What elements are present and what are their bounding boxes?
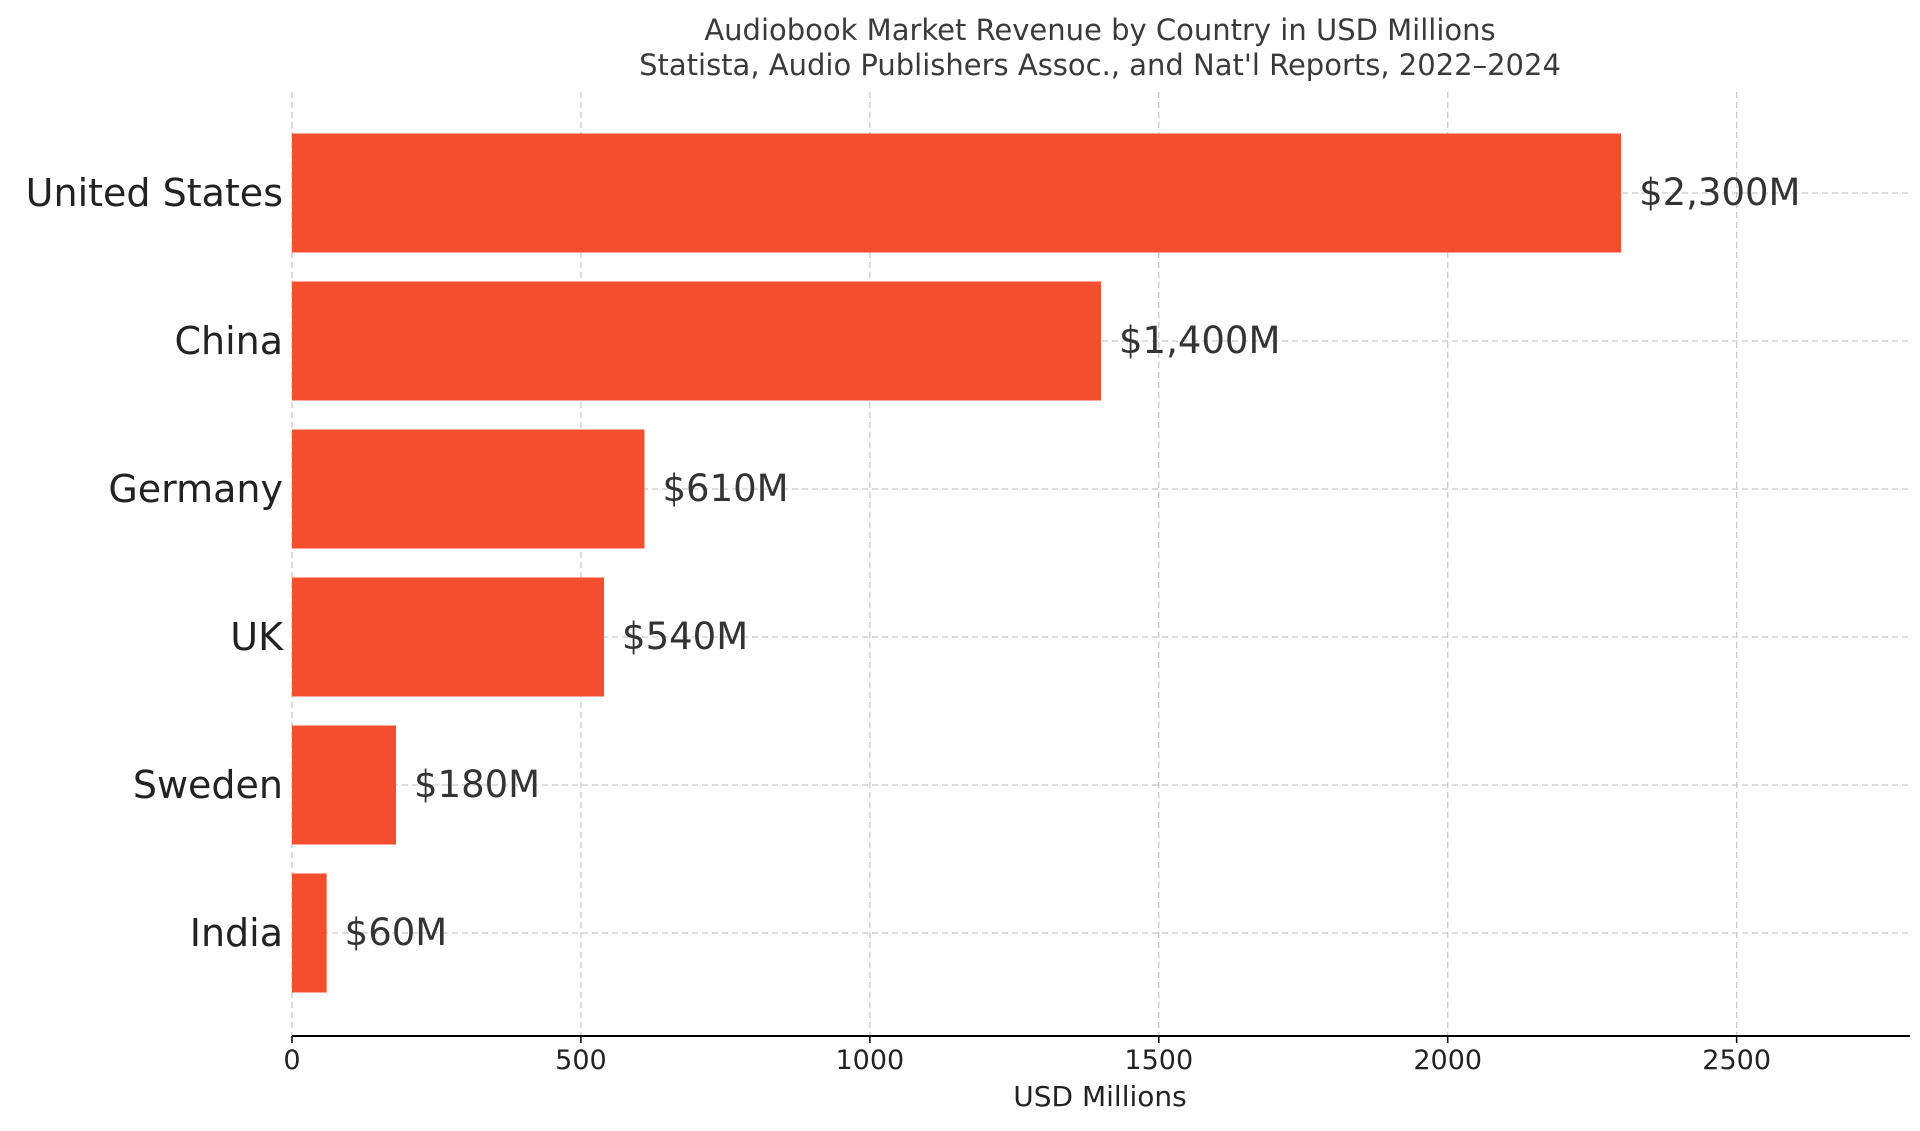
category-label-united-states: United States — [26, 171, 283, 215]
category-label-india: India — [190, 911, 283, 955]
x-tick-label: 1500 — [1124, 1045, 1193, 1076]
category-label-uk: UK — [230, 615, 284, 659]
grid — [291, 92, 1910, 1036]
chart-title: Audiobook Market Revenue by Country in U… — [704, 13, 1495, 47]
data-label-uk: $540M — [622, 615, 748, 658]
data-label-united-states: $2,300M — [1639, 171, 1800, 214]
data-label-india: $60M — [345, 911, 448, 954]
labels: United States $2,300M China $1,400M Germany $… — [26, 171, 1801, 955]
x-tick-label: 0 — [283, 1045, 300, 1076]
x-axis-label: USD Millions — [1013, 1080, 1186, 1113]
category-label-china: China — [174, 319, 283, 363]
x-tick-label: 500 — [555, 1045, 607, 1076]
x-tick-label: 2500 — [1702, 1045, 1771, 1076]
bars — [292, 133, 1622, 993]
chart-subtitle: Statista, Audio Publishers Assoc., and N… — [639, 48, 1561, 82]
bar-germany — [292, 429, 645, 549]
x-axis: 0 500 1000 1500 2000 2500 — [283, 1035, 1910, 1076]
bar-india — [292, 873, 327, 993]
x-tick-label: 2000 — [1413, 1045, 1482, 1076]
data-label-china: $1,400M — [1119, 319, 1280, 362]
bar-uk — [292, 577, 605, 697]
data-label-sweden: $180M — [414, 763, 540, 806]
bar-china — [292, 281, 1101, 401]
bar-united-states — [292, 133, 1622, 253]
category-label-germany: Germany — [108, 467, 283, 511]
bar-sweden — [292, 725, 397, 845]
data-label-germany: $610M — [662, 467, 788, 510]
category-label-sweden: Sweden — [133, 763, 283, 807]
x-tick-label: 1000 — [835, 1045, 904, 1076]
